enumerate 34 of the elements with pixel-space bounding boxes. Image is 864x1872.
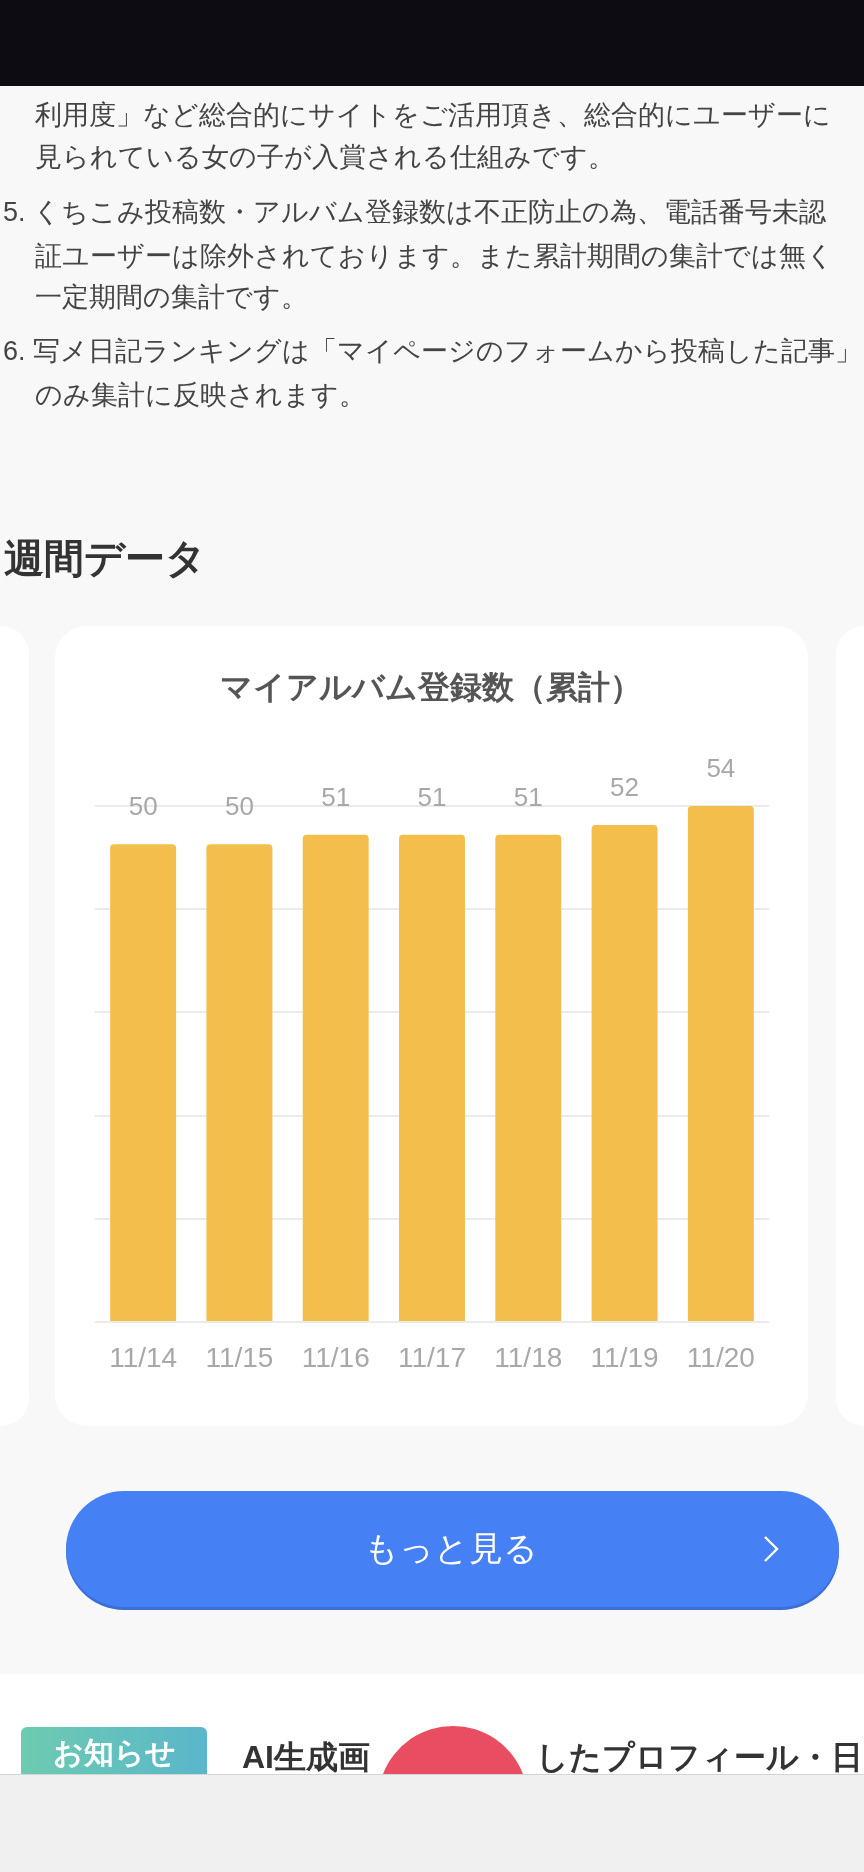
bar (206, 844, 273, 1321)
text: のみ集計に反映されます。 (35, 380, 366, 412)
text: 6. 写メ日記ランキングは「マイページのフォームから投稿した記事」 (3, 336, 863, 368)
text: 見られている女の子が入賞される仕組みです。 (35, 142, 615, 174)
bar (495, 834, 562, 1321)
x-tick-label: 11/19 (590, 1341, 659, 1373)
chart-title: マイアルバム登録数（累計） (220, 668, 642, 706)
data-label: 54 (706, 753, 736, 784)
data-label: 50 (224, 791, 254, 822)
bar (110, 844, 177, 1321)
text: もっと見る (364, 1529, 538, 1569)
text: 証ユーザーは除外されております。また累計期間の集計では無く (35, 241, 834, 273)
text: AI生成画 (242, 1738, 370, 1776)
text: 利用度」など総合的にサイトをご活用頂き、総合的にユーザーに (35, 100, 831, 132)
bar (399, 834, 465, 1321)
x-tick-label: 11/20 (686, 1341, 755, 1373)
text: お知らせ (52, 1735, 176, 1771)
bar (591, 825, 658, 1321)
x-tick-label: 11/18 (494, 1341, 563, 1373)
data-label: 50 (128, 791, 158, 822)
x-tick-label: 11/15 (205, 1341, 274, 1373)
x-tick-label: 11/17 (398, 1341, 466, 1373)
text: 週間データ (4, 535, 206, 581)
text: したプロフィール・日 (536, 1738, 863, 1776)
data-label: 52 (610, 772, 640, 803)
text: 一定期間の集計です。 (35, 282, 308, 314)
bar (302, 834, 369, 1321)
data-label: 51 (417, 781, 447, 812)
x-tick-label: 11/16 (301, 1341, 370, 1373)
data-label: 51 (321, 781, 351, 812)
data-label: 51 (513, 781, 543, 812)
bar (687, 806, 754, 1321)
x-tick-label: 11/14 (109, 1341, 178, 1373)
text: 5. くちこみ投稿数・アルバム登録数は不正防止の為、電話番号未認 (3, 197, 827, 229)
